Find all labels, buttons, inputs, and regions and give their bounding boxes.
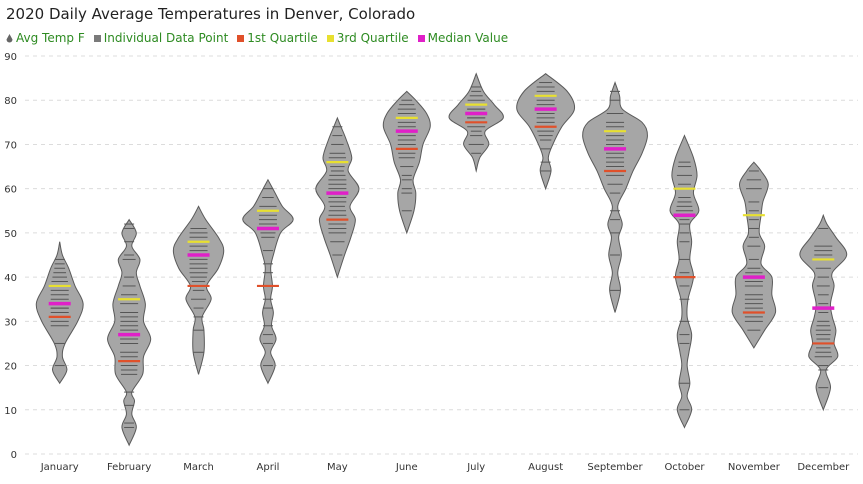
y-tick-label: 10: [4, 406, 17, 417]
y-tick-label: 30: [4, 317, 17, 328]
chart-title: 2020 Daily Average Temperatures in Denve…: [6, 5, 416, 23]
square-icon: [237, 34, 245, 42]
legend-label: Median Value: [427, 31, 509, 45]
x-tick-label: February: [107, 462, 151, 473]
drop-icon: [6, 33, 13, 42]
y-tick-label: 90: [4, 52, 17, 63]
violin-november: [731, 161, 777, 349]
violin-september: [582, 80, 648, 313]
y-tick-label: 20: [4, 362, 17, 373]
y-tick-label: 0: [11, 450, 17, 461]
y-tick-label: 60: [4, 185, 17, 196]
x-tick-label: January: [40, 462, 79, 473]
x-tick-label: November: [728, 462, 781, 473]
violin-april: [242, 178, 294, 385]
x-tick-label: August: [528, 462, 563, 473]
violin-october: [669, 134, 700, 429]
legend-label: Individual Data Point: [103, 31, 229, 45]
legend-item-1st-quartile[interactable]: 1st Quartile: [237, 31, 318, 45]
legend-label: 1st Quartile: [247, 31, 318, 45]
y-tick-label: 80: [4, 96, 17, 107]
legend-label: Avg Temp F: [16, 31, 85, 45]
x-tick-label: March: [183, 462, 213, 473]
x-tick-label: October: [664, 462, 705, 473]
violin-june: [382, 90, 431, 235]
square-icon: [93, 34, 101, 42]
x-tick-label: July: [466, 462, 485, 473]
legend-item-individual-data-point[interactable]: Individual Data Point: [93, 31, 229, 45]
x-tick-label: December: [797, 462, 850, 473]
x-tick-label: May: [327, 462, 348, 473]
x-tick-label: September: [587, 462, 643, 473]
legend-label: 3rd Quartile: [336, 31, 409, 45]
legend-item-3rd-quartile[interactable]: 3rd Quartile: [326, 31, 409, 45]
y-tick-label: 50: [4, 229, 17, 240]
square-icon: [417, 34, 425, 42]
legend-item-median-value[interactable]: Median Value: [417, 31, 509, 45]
legend[interactable]: Avg Temp F Individual Data Point 1st Qua…: [6, 31, 508, 45]
square-icon: [326, 34, 334, 42]
x-tick-label: June: [395, 462, 418, 473]
violin-february: [107, 218, 152, 447]
legend-item-avg-temp[interactable]: Avg Temp F: [6, 31, 85, 45]
y-tick-label: 40: [4, 273, 17, 284]
x-tick-label: April: [257, 462, 280, 473]
y-tick-label: 70: [4, 140, 17, 151]
